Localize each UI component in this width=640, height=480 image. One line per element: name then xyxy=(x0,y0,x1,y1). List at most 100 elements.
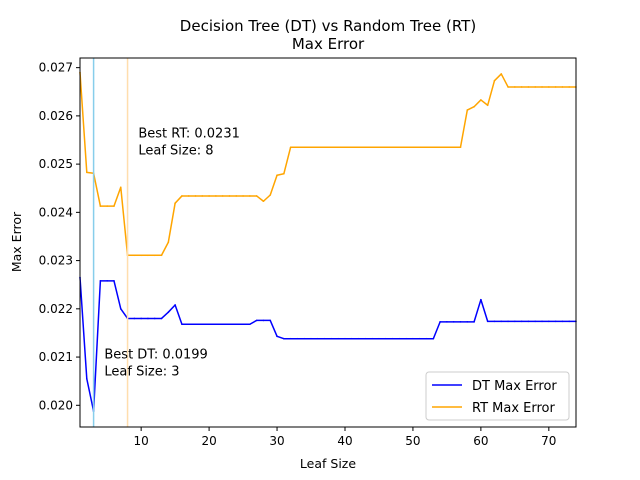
x-tick-label: 20 xyxy=(201,434,216,448)
data-point xyxy=(140,254,142,257)
data-point xyxy=(507,320,509,323)
data-point xyxy=(303,146,306,149)
x-tick-label: 10 xyxy=(134,434,149,448)
x-axis-label: Leaf Size xyxy=(300,456,356,471)
data-point xyxy=(235,323,238,326)
data-point xyxy=(160,254,163,257)
data-point xyxy=(113,280,115,282)
data-point xyxy=(160,317,163,320)
data-point xyxy=(194,323,197,326)
data-point xyxy=(283,337,285,340)
data-point xyxy=(249,195,251,197)
data-point xyxy=(269,319,272,322)
data-point xyxy=(520,86,523,88)
data-point xyxy=(548,86,550,88)
data-point xyxy=(153,317,156,320)
data-point xyxy=(289,146,292,149)
y-tick-label: 0.023 xyxy=(39,254,73,268)
data-point xyxy=(425,337,428,340)
data-point xyxy=(201,323,204,326)
data-point xyxy=(289,337,292,340)
data-point xyxy=(350,146,353,149)
annotation-text: Best RT: 0.0231 xyxy=(138,127,240,142)
y-tick-label: 0.027 xyxy=(39,61,73,75)
data-point xyxy=(527,86,530,88)
data-point xyxy=(541,86,543,88)
data-point xyxy=(466,321,469,323)
data-point xyxy=(310,337,312,340)
data-point xyxy=(398,146,401,149)
x-tick-label: 40 xyxy=(337,434,352,448)
data-point xyxy=(194,195,197,197)
y-axis-ticks: 0.020 0.021 0.022 0.023 0.024 0.025 0.026 0.027 xyxy=(39,61,80,412)
series-line-0 xyxy=(79,277,576,412)
data-point xyxy=(548,320,550,323)
data-point xyxy=(350,337,353,340)
data-point xyxy=(439,146,441,149)
data-point xyxy=(174,304,176,306)
data-point xyxy=(452,146,455,149)
data-point xyxy=(418,146,421,149)
data-point xyxy=(337,337,339,340)
data-point xyxy=(235,195,238,197)
data-point xyxy=(147,317,149,320)
data-point xyxy=(167,241,170,244)
data-point xyxy=(296,337,299,340)
data-point xyxy=(221,323,224,326)
data-point xyxy=(446,321,448,323)
data-point xyxy=(561,86,564,88)
data-point xyxy=(262,319,265,322)
data-point xyxy=(249,323,251,326)
data-point xyxy=(432,146,435,149)
data-point xyxy=(514,86,516,88)
data-point xyxy=(85,171,88,174)
data-point xyxy=(493,320,496,323)
data-point xyxy=(459,321,462,323)
data-point xyxy=(425,146,428,149)
data-point xyxy=(344,146,346,149)
data-point xyxy=(201,195,204,197)
data-point xyxy=(466,109,469,111)
data-point xyxy=(418,337,421,340)
data-point xyxy=(99,280,102,282)
data-point xyxy=(140,317,142,320)
data-point xyxy=(323,146,326,149)
data-point xyxy=(85,377,88,380)
data-point xyxy=(283,172,285,175)
data-point xyxy=(473,321,475,323)
data-point xyxy=(412,337,414,340)
data-point xyxy=(106,205,108,207)
data-point xyxy=(228,323,231,326)
data-point xyxy=(384,337,387,340)
y-tick-label: 0.024 xyxy=(39,205,73,219)
data-point xyxy=(568,86,571,88)
data-point xyxy=(378,337,380,340)
data-point xyxy=(364,337,367,340)
data-point xyxy=(174,202,176,204)
data-point xyxy=(500,73,503,75)
y-tick-label: 0.026 xyxy=(39,109,73,123)
data-point xyxy=(554,320,557,323)
data-point xyxy=(208,323,210,326)
data-point xyxy=(215,323,217,326)
data-point xyxy=(378,146,380,149)
data-point xyxy=(452,321,455,323)
data-point xyxy=(221,195,224,197)
annotation-layer: Best RT: 0.0231 Leaf Size: 8 Best DT: 0.01… xyxy=(104,127,240,380)
data-point xyxy=(500,320,503,323)
x-axis-ticks: 10 20 30 40 50 60 70 xyxy=(134,427,556,448)
data-point xyxy=(446,146,448,149)
data-point xyxy=(133,254,136,257)
data-point xyxy=(371,337,373,340)
legend-label-rt: RT Max Error xyxy=(472,401,556,416)
data-point xyxy=(541,320,543,323)
y-tick-label: 0.025 xyxy=(39,157,73,171)
data-point xyxy=(364,146,367,149)
data-point xyxy=(357,146,360,149)
y-tick-label: 0.021 xyxy=(39,350,73,364)
data-point xyxy=(228,195,231,197)
data-point xyxy=(459,146,462,149)
data-point xyxy=(215,195,217,197)
data-point xyxy=(405,337,407,340)
data-point xyxy=(113,205,115,207)
